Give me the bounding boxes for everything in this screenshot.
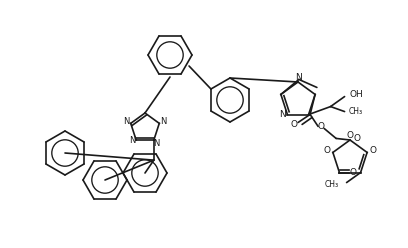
Text: CH₃: CH₃ (324, 180, 339, 189)
Text: O: O (324, 146, 330, 155)
Text: O: O (350, 168, 357, 177)
Text: N: N (129, 136, 135, 145)
Text: O: O (370, 146, 377, 155)
Text: O: O (317, 122, 325, 131)
Text: N: N (160, 117, 166, 126)
Text: OH: OH (350, 90, 364, 99)
Text: O: O (346, 130, 353, 139)
Text: CH₃: CH₃ (348, 107, 363, 116)
Text: N: N (279, 110, 286, 119)
Text: N: N (153, 139, 159, 148)
Text: N: N (124, 117, 130, 126)
Text: O: O (354, 134, 361, 143)
Text: N: N (295, 72, 302, 82)
Text: O: O (290, 120, 297, 129)
